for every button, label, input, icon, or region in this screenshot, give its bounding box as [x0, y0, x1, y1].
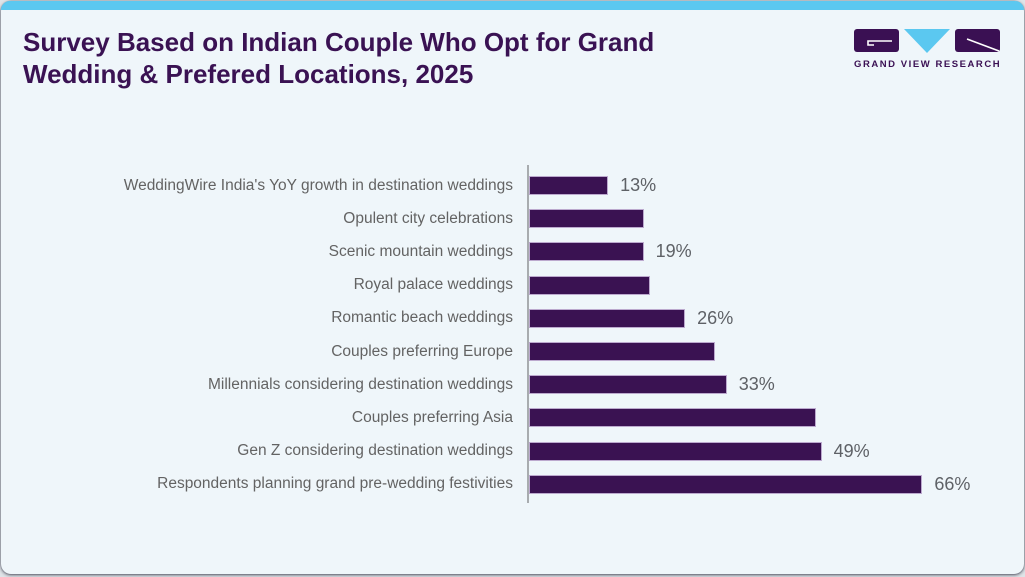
bar [529, 408, 816, 428]
bar [529, 375, 727, 395]
bar [529, 176, 609, 196]
value-label: 66% [934, 473, 971, 494]
title-line-1: Survey Based on Indian Couple Who Opt fo… [23, 27, 655, 57]
bar [529, 342, 715, 362]
chart-row: Romantic beach weddings 26% [1, 302, 1024, 335]
bar [529, 441, 822, 461]
chart-row: Couples preferring Asia [1, 401, 1024, 434]
category-label: WeddingWire India's YoY growth in destin… [123, 176, 513, 194]
title-line-2: Wedding & Prefered Locations, 2025 [23, 59, 474, 89]
bar [529, 209, 644, 229]
page-title: Survey Based on Indian Couple Who Opt fo… [23, 26, 654, 90]
category-label: Royal palace weddings [353, 276, 513, 294]
logo-r-block-icon [955, 29, 1000, 52]
y-axis-line [527, 165, 529, 503]
chart-row: Couples preferring Europe [1, 335, 1024, 368]
value-label: 26% [697, 307, 734, 328]
bar [529, 474, 923, 494]
category-label: Gen Z considering destination weddings [237, 442, 513, 460]
bar [529, 242, 644, 262]
category-label: Couples preferring Asia [351, 408, 513, 426]
chart-row: Respondents planning grand pre-wedding f… [1, 468, 1024, 501]
category-label: Couples preferring Europe [331, 342, 513, 360]
logo-g-block-icon [854, 29, 899, 52]
category-label: Scenic mountain weddings [328, 242, 513, 260]
chart-row: WeddingWire India's YoY growth in destin… [1, 169, 1024, 202]
logo-marks [854, 29, 1000, 53]
grand-view-research-logo: GRAND VIEW RESEARCH [854, 29, 1000, 70]
logo-v-triangle-icon [904, 29, 950, 53]
category-label: Opulent city celebrations [343, 209, 513, 227]
chart-row: Gen Z considering destination weddings 49… [1, 435, 1024, 468]
value-label: 19% [655, 241, 692, 262]
category-label: Respondents planning grand pre-wedding f… [157, 475, 513, 493]
chart-row: Opulent city celebrations [1, 202, 1024, 235]
bar [529, 308, 686, 328]
accent-top-bar [1, 1, 1024, 10]
category-label: Romantic beach weddings [331, 309, 513, 327]
value-label: 13% [620, 175, 657, 196]
chart-row: Scenic mountain weddings 19% [1, 235, 1024, 268]
value-label: 49% [833, 440, 870, 461]
value-label: 33% [738, 374, 775, 395]
chart-row: Royal palace weddings [1, 269, 1024, 302]
category-label: Millennials considering destination wedd… [207, 375, 513, 393]
bar-chart: WeddingWire India's YoY growth in destin… [1, 169, 1024, 501]
chart-row: Millennials considering destination wedd… [1, 368, 1024, 401]
bar [529, 275, 650, 295]
logo-wordmark: GRAND VIEW RESEARCH [854, 59, 1002, 70]
